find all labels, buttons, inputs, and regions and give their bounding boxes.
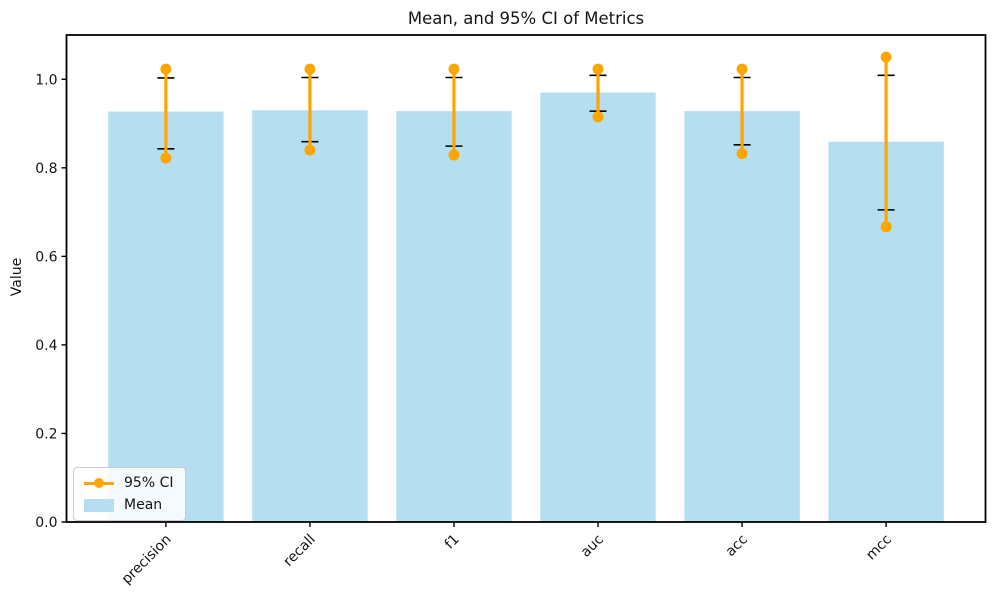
x-tick-label-acc: acc	[723, 532, 751, 560]
y-tick-label: 1.0	[35, 72, 57, 88]
legend-item-mean: Mean	[84, 497, 173, 513]
axes-spines	[65, 34, 987, 523]
x-tick-label-f1: f1	[442, 532, 463, 553]
x-tick-label-mcc: mcc	[863, 532, 895, 564]
bar-auc	[540, 92, 656, 523]
ci-line-marker-icon	[84, 478, 114, 489]
chart-title: Mean, and 95% CI of Metrics	[407, 9, 645, 28]
ci-marker	[880, 51, 892, 63]
legend-label-mean: Mean	[124, 497, 163, 513]
ci-marker	[304, 63, 316, 75]
ci-marker	[592, 111, 604, 123]
mean-swatch-icon	[84, 498, 114, 512]
ci-marker	[448, 63, 460, 75]
y-axis-label: Value	[9, 257, 25, 297]
y-tick-label: 0.0	[35, 515, 57, 531]
y-tick-label: 0.2	[35, 426, 57, 442]
ci-marker	[592, 63, 604, 75]
bar-precision	[108, 111, 224, 522]
bar-recall	[252, 110, 368, 522]
ci-marker	[880, 221, 892, 233]
legend-item-ci: 95% CI	[84, 475, 173, 491]
y-tick-label: 0.4	[35, 338, 57, 354]
ci-marker	[160, 152, 172, 164]
bar-f1	[396, 111, 512, 522]
x-tick-label-auc: auc	[578, 532, 607, 561]
ci-marker	[736, 63, 748, 75]
ci-marker	[736, 148, 748, 160]
legend: 95% CI Mean	[73, 467, 187, 521]
ci-marker	[304, 144, 316, 156]
x-tick-label-recall: recall	[280, 532, 318, 570]
ci-marker	[160, 63, 172, 75]
x-tick-label-precision: precision	[119, 532, 175, 588]
ci-marker	[448, 149, 460, 161]
bar-acc	[684, 111, 800, 522]
y-tick-label: 0.6	[35, 249, 57, 265]
y-tick-label: 0.8	[35, 161, 57, 177]
legend-label-ci: 95% CI	[124, 475, 174, 491]
